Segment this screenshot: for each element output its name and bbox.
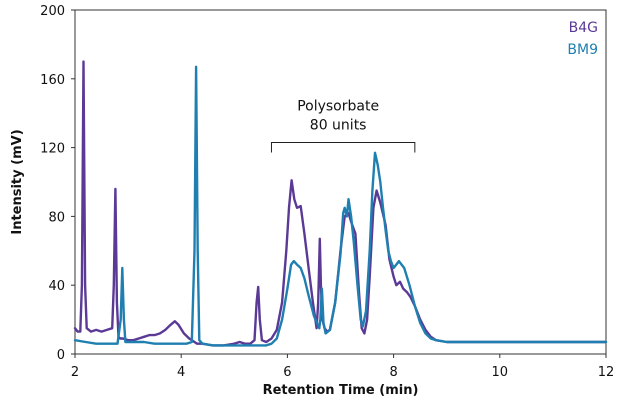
legend: B4G BM9 xyxy=(567,20,598,58)
x-axis-title: Retention Time (min) xyxy=(263,383,419,398)
x-tick-label: 4 xyxy=(177,365,185,380)
y-axis-title: Intensity (mV) xyxy=(10,129,25,234)
annotation-label-line2: 80 units xyxy=(310,117,367,133)
x-tick-label: 10 xyxy=(492,365,509,380)
y-tick-label: 40 xyxy=(48,279,65,294)
y-axis: 0 40 80 120 160 200 xyxy=(40,4,75,363)
annotation-label-line1: Polysorbate xyxy=(297,98,379,114)
x-axis: 2 4 6 8 10 12 xyxy=(71,354,614,380)
y-tick-label: 0 xyxy=(57,348,65,363)
legend-label-bm9: BM9 xyxy=(567,42,598,58)
polysorbate-annotation: Polysorbate 80 units xyxy=(270,98,416,153)
y-tick-label: 80 xyxy=(48,210,65,225)
x-tick-label: 6 xyxy=(283,365,291,380)
plot-area xyxy=(73,9,608,355)
series-line-bm9 xyxy=(73,65,608,347)
x-tick-label: 8 xyxy=(389,365,397,380)
plot-frame xyxy=(74,9,607,355)
x-tick-label: 12 xyxy=(598,365,615,380)
y-tick-label: 120 xyxy=(40,142,65,157)
x-tick-label: 2 xyxy=(71,365,79,380)
polysorbate-bracket xyxy=(270,141,416,153)
y-tick-label: 160 xyxy=(40,73,65,88)
legend-label-b4g: B4G xyxy=(569,20,598,36)
y-tick-label: 200 xyxy=(40,4,65,19)
